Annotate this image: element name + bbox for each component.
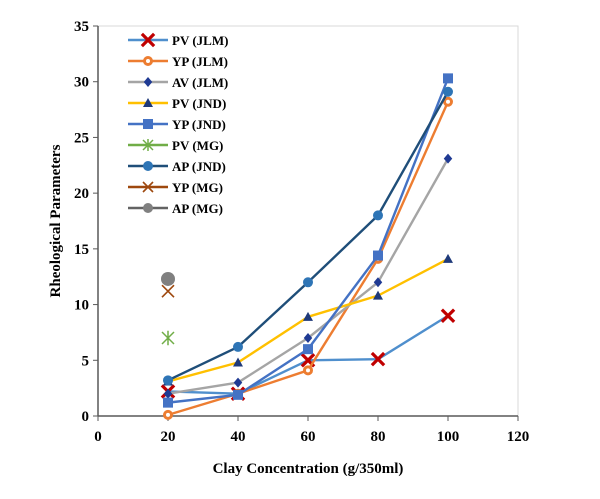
data-point <box>161 330 175 346</box>
legend-item: YP (JND) <box>128 117 226 132</box>
y-tick-label: 15 <box>74 242 89 258</box>
legend-item: AP (MG) <box>128 201 223 216</box>
data-point <box>443 153 453 164</box>
legend-label: AP (JND) <box>172 159 226 174</box>
data-point <box>233 377 243 388</box>
data-point <box>373 210 383 221</box>
legend-label: YP (JLM) <box>172 54 228 69</box>
x-tick-label: 100 <box>437 429 460 445</box>
x-tick-label: 60 <box>301 429 316 445</box>
legend-marker <box>143 161 153 171</box>
data-point <box>440 308 456 323</box>
data-point <box>233 357 243 367</box>
y-tick-label: 35 <box>74 19 89 35</box>
data-point <box>163 409 173 420</box>
legend-item: YP (MG) <box>128 180 223 195</box>
legend-label: PV (JLM) <box>172 33 228 48</box>
series-av-jlm <box>163 153 453 399</box>
legend-label: PV (JND) <box>172 96 226 111</box>
legend-label: YP (MG) <box>172 180 223 195</box>
y-tick-label: 5 <box>82 353 90 369</box>
data-point <box>443 253 453 263</box>
x-tick-label: 80 <box>371 429 386 445</box>
legend-label: PV (MG) <box>172 138 223 153</box>
data-point <box>373 277 383 288</box>
y-tick-label: 20 <box>74 186 89 202</box>
data-point <box>161 271 175 286</box>
y-axis-title: Rheological Parameters <box>48 144 64 297</box>
legend-item: PV (MG) <box>128 138 223 153</box>
plot-area <box>97 25 519 417</box>
x-tick-label: 120 <box>507 429 530 445</box>
series-ap-mg <box>161 271 175 286</box>
legend-label: AV (JLM) <box>172 75 228 90</box>
data-point <box>163 375 173 386</box>
legend-item: YP (JLM) <box>128 54 228 69</box>
data-point <box>303 365 313 376</box>
data-point <box>443 73 453 84</box>
y-tick-label: 25 <box>74 130 89 146</box>
data-point <box>163 397 173 408</box>
legend-marker <box>140 32 156 48</box>
data-point <box>161 284 175 298</box>
data-point <box>303 277 313 288</box>
legend-item: AV (JLM) <box>128 75 228 90</box>
axes: 0 20 40 60 80 100 120 0 5 10 15 20 25 30 35 <box>74 19 529 445</box>
data-point <box>303 344 313 355</box>
series-pv-mg <box>161 330 175 346</box>
y-tick-label: 0 <box>82 409 90 425</box>
x-tick-label: 0 <box>94 429 102 445</box>
data-point <box>373 290 383 300</box>
data-point <box>163 388 173 399</box>
legend-marker <box>143 77 153 87</box>
y-tick-label: 10 <box>74 298 89 314</box>
y-tick-label: 30 <box>74 75 89 91</box>
legend-label: AP (MG) <box>172 201 223 216</box>
legend-marker <box>143 119 153 129</box>
legend-item: PV (JND) <box>128 96 226 111</box>
data-point <box>233 341 243 352</box>
legend-item: PV (JLM) <box>128 32 228 48</box>
legend-marker <box>143 98 153 107</box>
legend: PV (JLM) YP (JLM) AV (JLM) PV (JND) YP (JND)… <box>128 32 228 216</box>
legend-marker <box>142 181 154 193</box>
legend-marker <box>142 139 154 151</box>
data-point <box>233 389 243 400</box>
data-point <box>303 333 313 343</box>
series-yp-mg <box>161 284 175 298</box>
data-point <box>443 96 453 107</box>
x-tick-label: 20 <box>161 429 176 445</box>
data-point <box>443 86 453 97</box>
data-point <box>370 351 386 367</box>
legend-label: YP (JND) <box>172 117 226 132</box>
x-tick-label: 40 <box>231 429 246 445</box>
data-point <box>303 311 313 321</box>
legend-marker <box>143 203 153 213</box>
x-axis-title: Clay Concentration (g/350ml) <box>213 461 404 477</box>
series-layer <box>160 73 456 420</box>
data-point <box>373 250 383 261</box>
legend-item: AP (JND) <box>128 159 226 174</box>
series-yp-jnd <box>163 73 453 408</box>
legend-marker <box>143 56 153 66</box>
series-ap-jnd <box>163 86 453 386</box>
